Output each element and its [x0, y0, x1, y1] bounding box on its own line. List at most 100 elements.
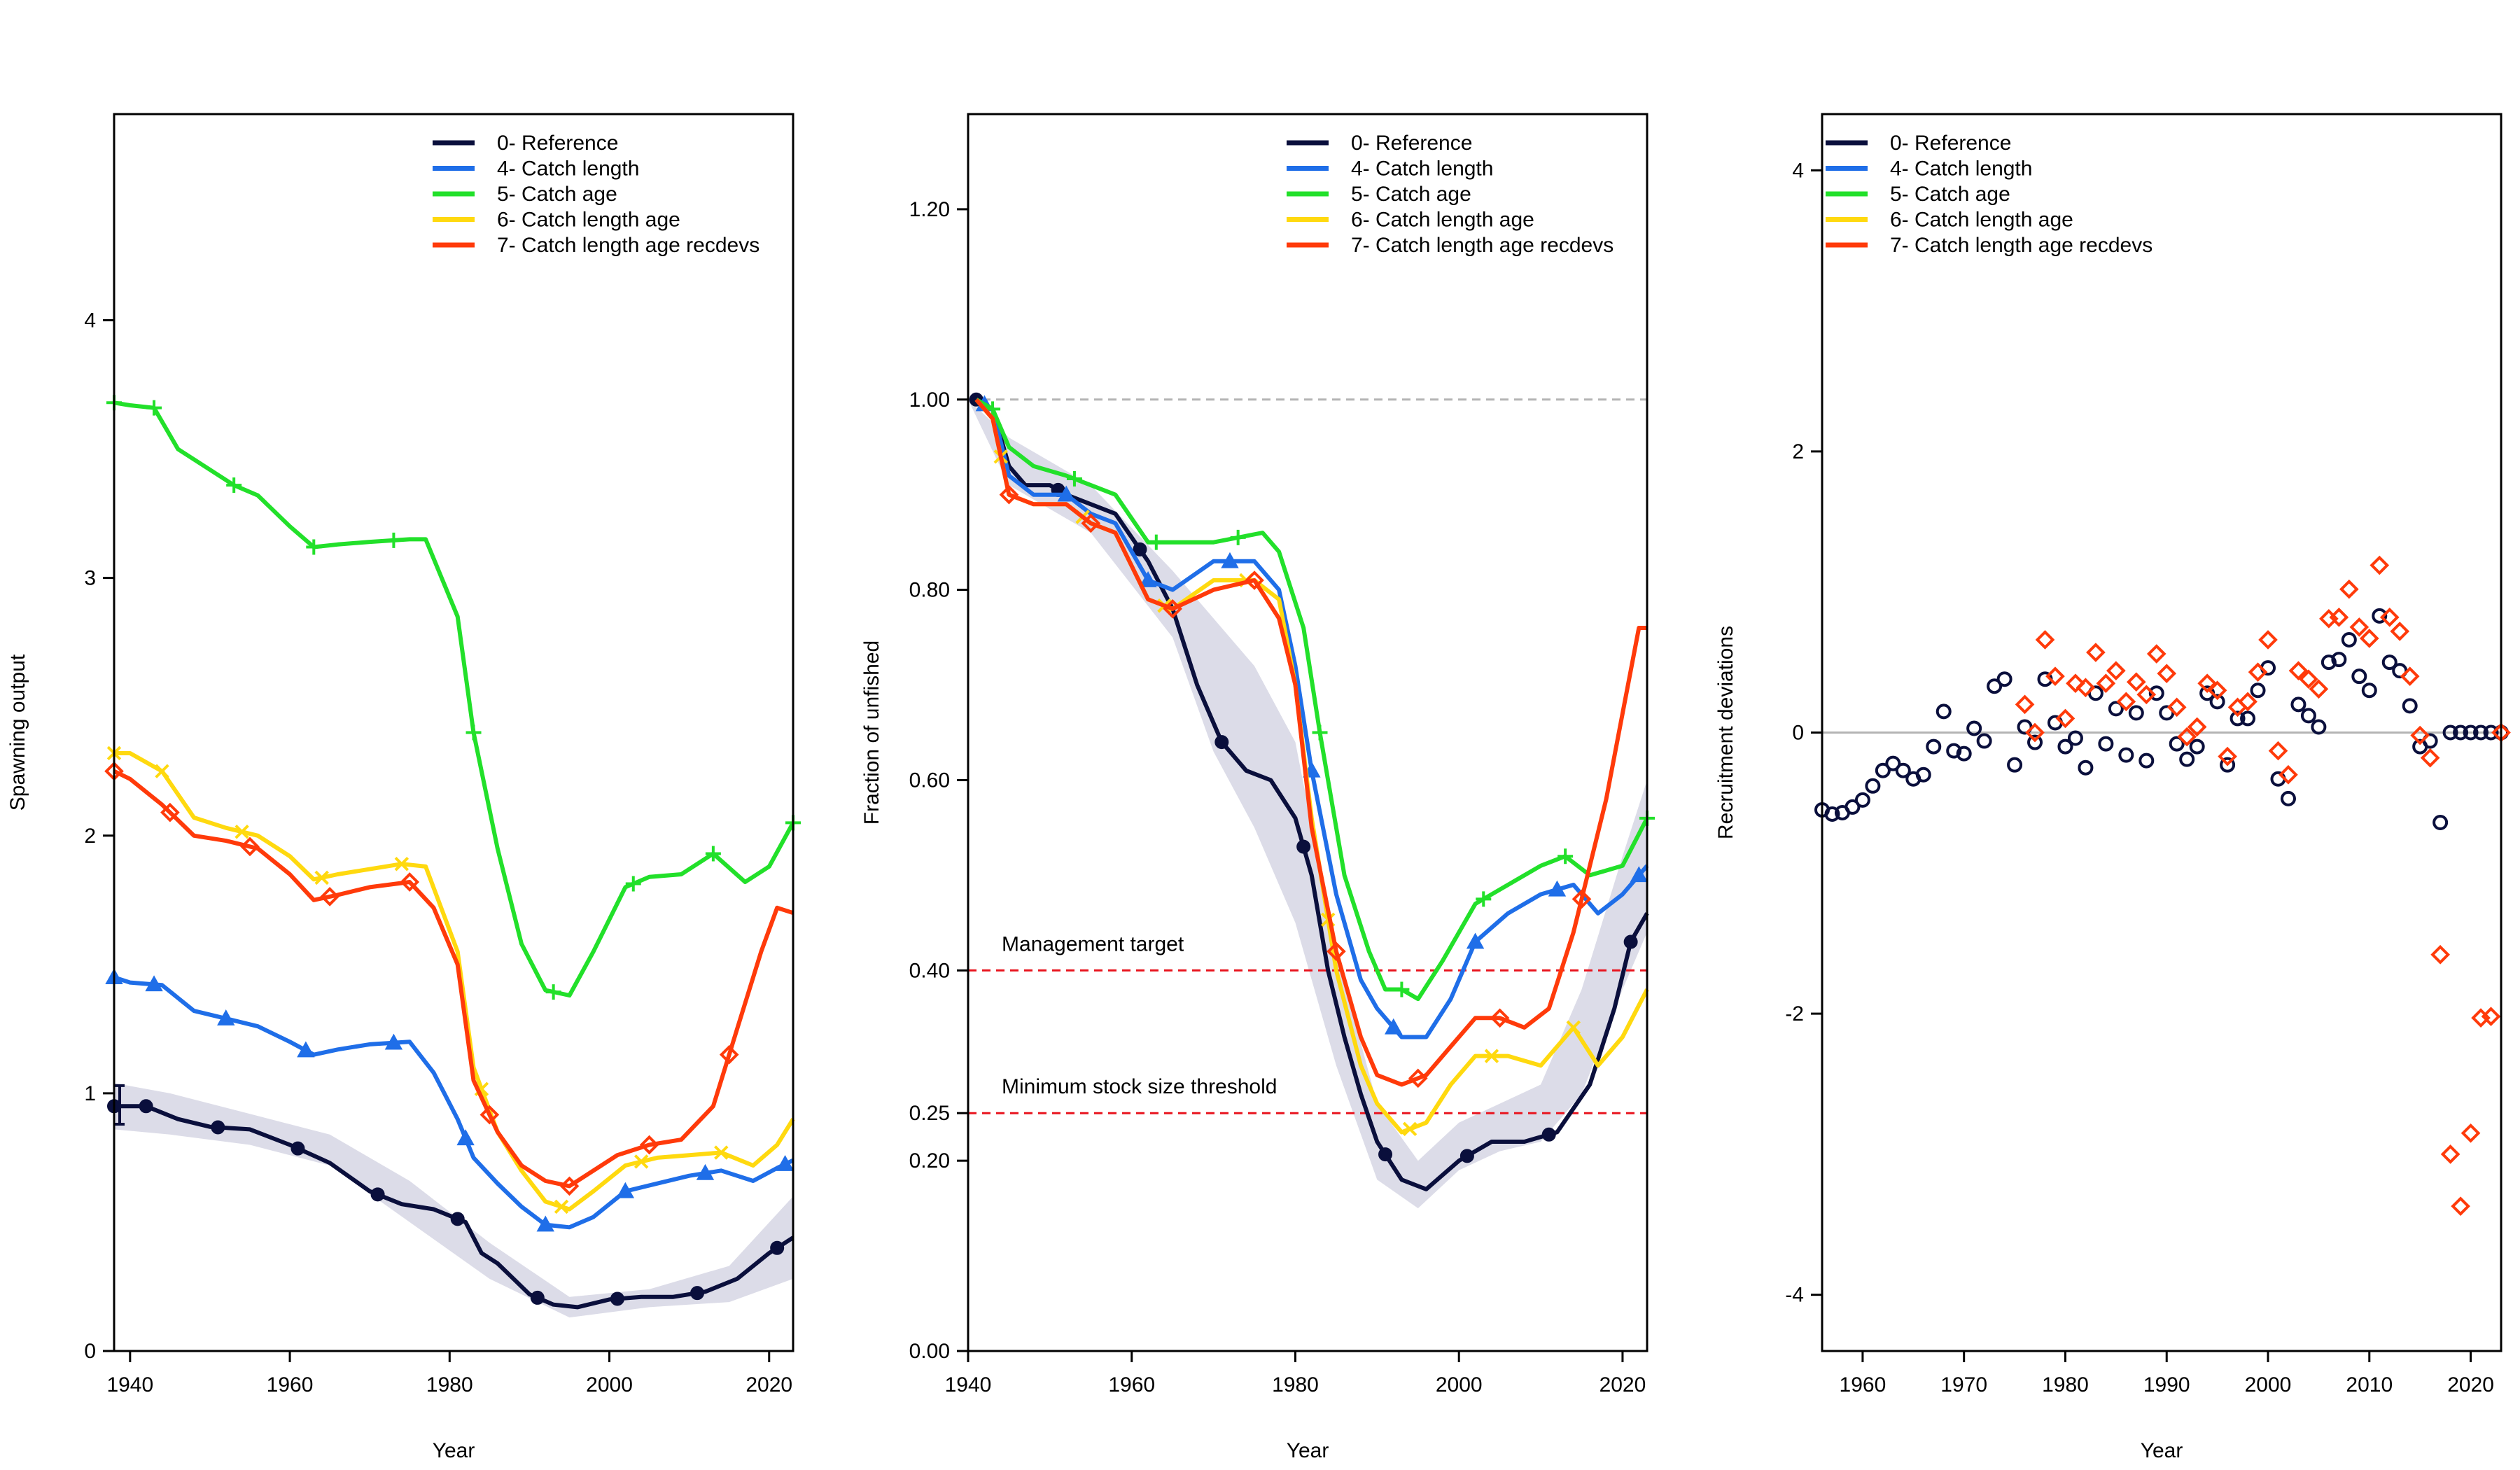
data-point	[2288, 661, 2309, 680]
data-point	[2086, 643, 2106, 662]
data-point	[1935, 704, 1952, 720]
series-marker	[1139, 570, 1157, 587]
x-tick-label: 2020	[1600, 1373, 1646, 1396]
data-point	[2138, 752, 2155, 769]
legend-label: 4- Catch length	[1890, 158, 2032, 181]
series-marker	[394, 857, 410, 872]
series-marker	[370, 1187, 385, 1202]
series-marker	[770, 1240, 785, 1255]
y-tick-label: 0.00	[909, 1340, 950, 1363]
data-point	[2442, 724, 2458, 741]
series-marker	[240, 836, 260, 857]
reference-line-label-2: Minimum stock size threshold	[1002, 1075, 1277, 1098]
x-tick-label: 1960	[1108, 1373, 1155, 1396]
series-marker	[146, 400, 162, 416]
data-point	[2098, 736, 2114, 752]
series-marker	[714, 1145, 729, 1160]
series-marker	[226, 477, 242, 493]
data-point	[2207, 680, 2227, 701]
data-point	[2209, 694, 2225, 710]
data-point	[2066, 673, 2085, 694]
data-point	[1875, 762, 1891, 778]
data-point	[2290, 696, 2306, 713]
data-point	[2473, 724, 2489, 741]
y-tick-label: 1.00	[909, 388, 950, 412]
reference-confidence-band	[968, 399, 1647, 1209]
series-marker	[211, 1120, 225, 1135]
legend-label: 4- Catch length	[1351, 158, 1493, 181]
series-marker	[559, 1176, 580, 1196]
y-tick-label: 4	[84, 309, 96, 332]
data-point	[2460, 1123, 2481, 1143]
series-marker	[1057, 485, 1075, 502]
data-point	[2045, 666, 2065, 687]
x-axis-title: Year	[433, 1439, 475, 1462]
series-marker	[690, 1286, 705, 1301]
legend-label: 7- Catch length age recdevs	[497, 234, 760, 257]
series-marker	[155, 764, 169, 778]
data-point	[2309, 679, 2329, 699]
data-point	[1996, 671, 2012, 687]
data-point	[2240, 710, 2256, 727]
data-point	[2179, 751, 2195, 767]
series-7-catch-length-age-recdevs	[104, 761, 794, 1196]
data-point	[2177, 727, 2197, 747]
legend-label: 5- Catch age	[1351, 183, 1471, 206]
series-marker	[1402, 1121, 1418, 1137]
plot-frame	[967, 113, 1648, 1352]
data-point	[2370, 555, 2390, 575]
data-point	[2351, 668, 2367, 685]
data-point	[2136, 685, 2157, 705]
y-tick-label: 0.25	[909, 1102, 950, 1125]
data-point	[2055, 708, 2076, 729]
series-4-catch-length	[105, 968, 794, 1232]
series-7-catch-length-age-recdevs	[974, 398, 1647, 1088]
x-tick-label: 1940	[106, 1373, 153, 1396]
x-tick-label: 2010	[2346, 1373, 2393, 1396]
legend-label: 4- Catch length	[497, 158, 639, 181]
data-point	[2238, 692, 2258, 712]
data-point	[2007, 757, 2023, 773]
data-point	[2278, 764, 2298, 785]
data-point	[2329, 608, 2349, 627]
data-point	[2483, 724, 2499, 741]
data-point	[2440, 1144, 2460, 1164]
y-axis-title: Fraction of unfished	[860, 640, 883, 825]
series-marker	[1163, 598, 1182, 619]
series-marker	[554, 1199, 569, 1214]
series-marker	[1408, 1068, 1428, 1088]
data-point	[1895, 762, 1911, 778]
data-point	[1854, 792, 1870, 808]
data-point	[2258, 630, 2278, 650]
series-marker	[297, 1041, 315, 1058]
data-point	[2268, 741, 2288, 761]
data-point	[2248, 662, 2268, 682]
series-marker	[1630, 866, 1648, 883]
series-marker	[290, 1141, 305, 1156]
data-point	[2481, 1007, 2501, 1026]
series-marker	[234, 825, 249, 839]
series-marker	[1484, 1049, 1499, 1063]
series-marker	[1460, 1149, 1474, 1163]
series-marker	[314, 870, 329, 886]
data-point	[2430, 944, 2450, 965]
data-point	[2339, 579, 2359, 599]
data-point	[2128, 705, 2144, 721]
x-tick-label: 2000	[2245, 1373, 2292, 1396]
x-tick-label: 1960	[267, 1373, 314, 1396]
series-marker	[1148, 534, 1164, 550]
data-point	[2420, 748, 2440, 768]
legend-label: 7- Catch length age recdevs	[1351, 234, 1614, 257]
y-tick-label: 1.20	[909, 198, 950, 221]
series-marker	[1394, 981, 1410, 997]
data-point	[2402, 698, 2418, 714]
series-marker	[139, 1099, 153, 1114]
series-marker	[1548, 880, 1567, 897]
series-marker	[705, 846, 721, 862]
data-point	[2126, 672, 2146, 692]
series-marker	[634, 1154, 649, 1169]
data-point	[2299, 669, 2318, 690]
x-tick-label: 1960	[1840, 1373, 1886, 1396]
data-point	[2218, 746, 2237, 766]
data-point	[2146, 644, 2166, 664]
